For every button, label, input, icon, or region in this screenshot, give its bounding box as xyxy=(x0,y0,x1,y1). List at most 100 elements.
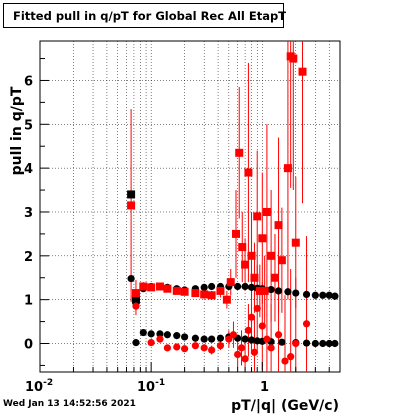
data-point-0-26 xyxy=(331,292,339,300)
data-point-3-10 xyxy=(207,291,216,300)
data-point-4-22 xyxy=(274,331,283,339)
data-point-4-14 xyxy=(241,355,249,363)
x-tick-labels: 10-2 10-1 1 xyxy=(25,378,269,395)
data-point-4-25 xyxy=(292,339,300,348)
x-axis-title: pT/|q| (GeV/c) xyxy=(231,398,339,414)
data-point-4-2 xyxy=(156,335,164,343)
data-point-3-32 xyxy=(289,54,298,63)
data-point-4-17 xyxy=(250,348,259,356)
data-point-1-9 xyxy=(208,335,216,343)
data-point-0-10 xyxy=(208,282,216,291)
data-point-3-30 xyxy=(283,164,292,173)
data-point-1-14 xyxy=(247,336,256,344)
data-point-0-19 xyxy=(274,287,283,295)
data-point-3-34 xyxy=(298,67,307,76)
data-point-3-15 xyxy=(235,148,244,157)
y-axis-title: pull in q/pT xyxy=(9,86,25,175)
data-point-1-18 xyxy=(278,338,286,346)
data-point-3-4 xyxy=(155,282,164,291)
data-point-2-1 xyxy=(131,295,140,304)
data-point-4-12 xyxy=(234,350,242,359)
data-point-0-15 xyxy=(247,283,256,291)
y-tick-label-4: 4 xyxy=(24,162,33,177)
data-point-3-33 xyxy=(291,238,300,247)
y-tick-label-6: 6 xyxy=(24,74,33,89)
data-point-3-25 xyxy=(262,207,271,216)
data-point-1-22 xyxy=(319,339,327,348)
data-point-1-13 xyxy=(241,335,249,343)
data-point-4-21 xyxy=(267,344,275,352)
data-point-4-7 xyxy=(200,344,208,352)
data-point-4-18 xyxy=(253,304,261,313)
data-point-4-16 xyxy=(247,313,256,321)
data-point-3-24 xyxy=(260,286,269,295)
y-tick-label-2: 2 xyxy=(24,250,33,265)
data-point-3-7 xyxy=(180,287,189,296)
data-point-4-3 xyxy=(163,344,171,352)
data-point-3-22 xyxy=(255,286,264,295)
data-markers xyxy=(127,52,339,365)
data-point-4-11 xyxy=(229,331,238,339)
data-point-4-8 xyxy=(208,346,216,354)
y-tick-label-1: 1 xyxy=(24,294,33,309)
data-point-3-27 xyxy=(270,273,279,282)
data-point-3-19 xyxy=(247,251,256,260)
data-point-0-18 xyxy=(267,285,275,294)
data-point-4-23 xyxy=(281,357,289,365)
data-point-1-1 xyxy=(139,328,147,337)
data-point-1-5 xyxy=(173,332,181,340)
data-point-1-2 xyxy=(147,330,155,338)
y-tick-label-0: 0 xyxy=(24,338,33,353)
data-point-4-9 xyxy=(216,342,225,350)
data-point-2-0 xyxy=(127,190,136,199)
data-point-0-20 xyxy=(284,288,292,296)
data-point-1-10 xyxy=(216,334,225,342)
chart-title: Fitted pull in q/pT for Global Rec All E… xyxy=(3,3,286,28)
data-point-3-12 xyxy=(222,295,231,304)
data-point-3-8 xyxy=(191,289,200,298)
x-tick-label-1: 10-1 xyxy=(137,378,165,395)
data-point-0-23 xyxy=(311,291,319,299)
data-point-1-6 xyxy=(181,333,189,341)
data-point-1-21 xyxy=(311,339,319,348)
y-tick-label-5: 5 xyxy=(24,118,33,133)
data-point-4-6 xyxy=(191,342,199,350)
data-point-4-24 xyxy=(287,353,295,361)
data-point-3-16 xyxy=(238,243,247,252)
data-point-4-15 xyxy=(244,326,253,334)
timestamp: Wed Jan 13 14:52:56 2021 xyxy=(3,399,136,409)
data-point-3-23 xyxy=(258,234,267,243)
data-point-4-10 xyxy=(225,335,233,343)
data-point-3-14 xyxy=(232,229,241,238)
data-point-3-26 xyxy=(267,251,276,260)
data-point-0-25 xyxy=(325,291,333,299)
y-tick-label-3: 3 xyxy=(24,206,33,221)
x-tick-label-2: 1 xyxy=(260,380,269,395)
data-point-3-20 xyxy=(250,273,259,282)
data-point-1-20 xyxy=(302,339,311,347)
data-point-4-13 xyxy=(237,344,246,352)
data-point-0-14 xyxy=(241,282,249,291)
data-point-3-17 xyxy=(241,260,250,269)
data-point-3-5 xyxy=(163,284,172,293)
data-point-4-1 xyxy=(147,339,155,347)
data-point-1-23 xyxy=(325,339,333,348)
data-point-4-0 xyxy=(132,302,140,310)
plot-frame xyxy=(39,40,341,373)
data-point-1-3 xyxy=(156,330,164,338)
axis-ticks xyxy=(39,58,341,372)
data-point-3-13 xyxy=(226,278,235,287)
data-point-0-13 xyxy=(234,282,242,291)
data-point-3-18 xyxy=(244,168,253,177)
data-point-1-0 xyxy=(132,339,140,347)
data-point-3-9 xyxy=(200,290,209,299)
data-point-3-1 xyxy=(131,289,140,298)
y-tick-labels: 0 1 2 3 4 5 6 xyxy=(24,74,33,352)
data-point-3-0 xyxy=(127,201,136,210)
data-point-3-11 xyxy=(216,286,225,295)
data-point-1-7 xyxy=(191,334,199,342)
data-point-3-3 xyxy=(147,283,156,292)
data-point-0-9 xyxy=(200,283,208,291)
data-point-1-24 xyxy=(331,339,339,348)
